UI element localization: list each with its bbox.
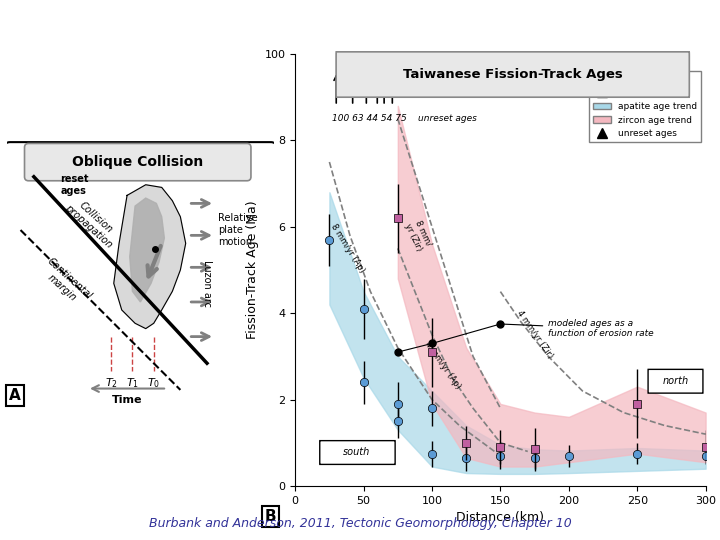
Text: Oblique Collision: Oblique Collision xyxy=(72,155,203,169)
Text: Continental
margin: Continental margin xyxy=(37,256,94,310)
X-axis label: Distance (km): Distance (km) xyxy=(456,511,544,524)
Text: $T_2$: $T_2$ xyxy=(104,376,117,390)
Text: $T_1$: $T_1$ xyxy=(126,376,139,390)
Text: 4 mm/yr (Zir): 4 mm/yr (Zir) xyxy=(515,309,554,360)
Text: 8 mm/yr (Ap): 8 mm/yr (Ap) xyxy=(328,222,366,274)
Text: north: north xyxy=(662,376,688,387)
Text: Taiwanese Fission-Track Ages: Taiwanese Fission-Track Ages xyxy=(402,68,623,81)
FancyBboxPatch shape xyxy=(648,369,703,393)
Text: 100 63 44 54 75: 100 63 44 54 75 xyxy=(332,114,407,124)
Polygon shape xyxy=(130,198,164,302)
Y-axis label: Fission-Track Age (Ma): Fission-Track Age (Ma) xyxy=(246,201,259,339)
Text: modeled ages as a
function of erosion rate: modeled ages as a function of erosion ra… xyxy=(503,319,654,338)
Text: unreset ages: unreset ages xyxy=(418,114,477,124)
Text: Luzon arc: Luzon arc xyxy=(202,260,212,307)
Text: 8 mm/
yr (Zir): 8 mm/ yr (Zir) xyxy=(403,218,433,253)
Text: Collision
propagation: Collision propagation xyxy=(63,194,122,250)
FancyBboxPatch shape xyxy=(336,52,689,97)
FancyBboxPatch shape xyxy=(320,441,395,464)
Text: Time: Time xyxy=(112,395,143,405)
FancyBboxPatch shape xyxy=(4,142,276,406)
Text: Burbank and Anderson, 2011, Tectonic Geomorphology, Chapter 10: Burbank and Anderson, 2011, Tectonic Geo… xyxy=(148,517,572,530)
Text: A: A xyxy=(9,388,21,403)
FancyBboxPatch shape xyxy=(24,144,251,181)
Text: B: B xyxy=(265,509,276,524)
Text: 4 mm/yr (Ap): 4 mm/yr (Ap) xyxy=(423,340,463,390)
Text: Relative
plate
motion: Relative plate motion xyxy=(217,213,257,247)
Text: reset
ages: reset ages xyxy=(60,174,89,195)
Text: south: south xyxy=(343,447,370,457)
Text: $T_0$: $T_0$ xyxy=(147,376,161,390)
Polygon shape xyxy=(114,185,186,329)
Legend: apatite FT ages, zircon FT ages, apatite age trend, zircon age trend, unreset ag: apatite FT ages, zircon FT ages, apatite… xyxy=(590,71,701,142)
